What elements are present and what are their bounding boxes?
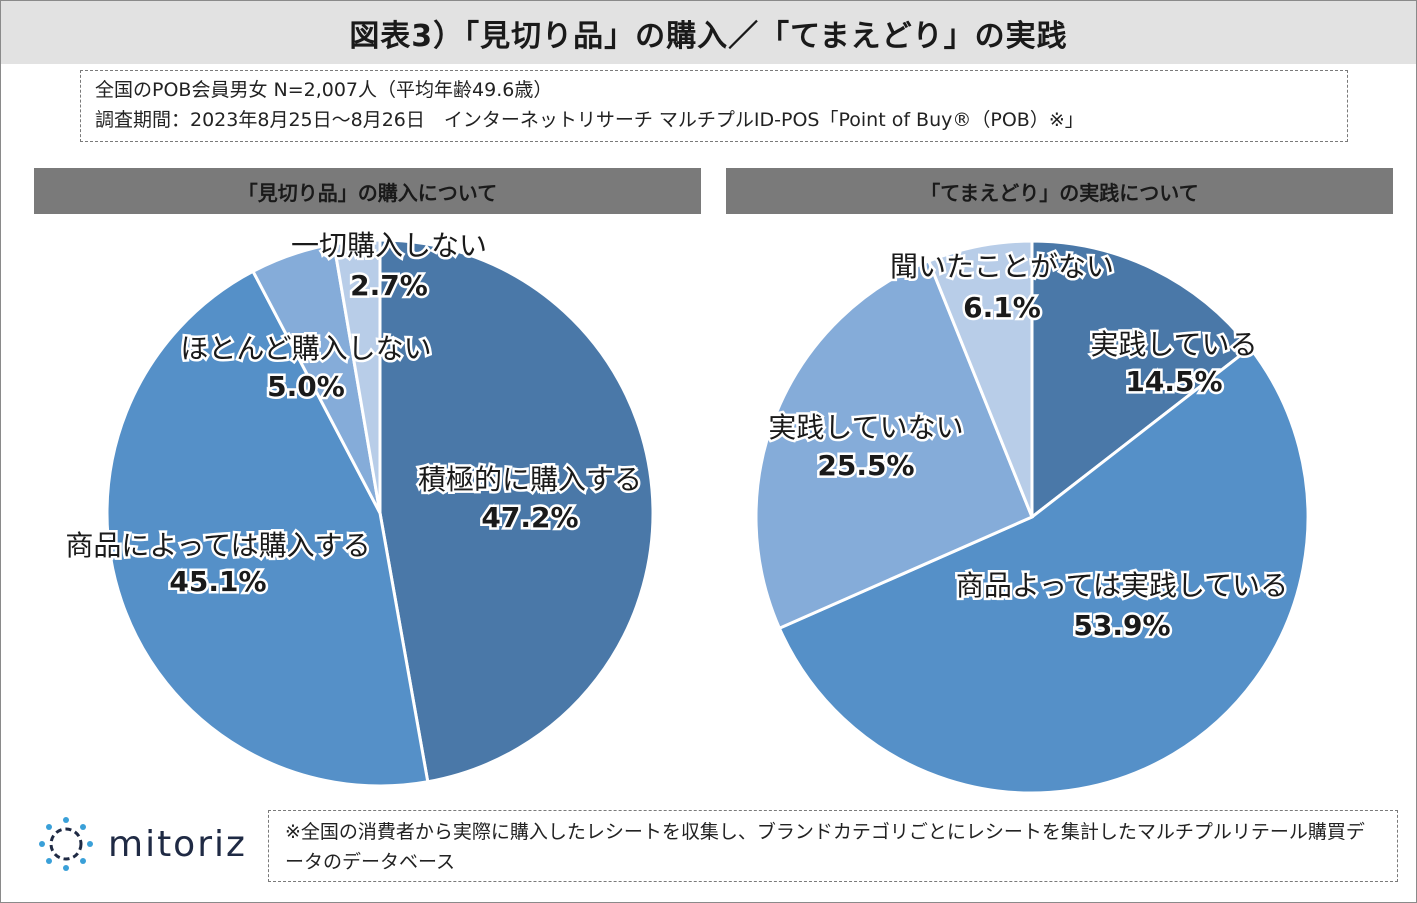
logo-wordmark: mitoriz <box>108 824 247 865</box>
footnote-box: ※全国の消費者から実際に購入したレシートを収集し、ブランドカテゴリごとにレシート… <box>268 810 1398 882</box>
pie-label-0-2: ほとんど購入しない <box>180 332 431 365</box>
pie-value-0-0: 47.2% <box>481 501 578 534</box>
pie-value-1-0: 14.5% <box>1125 365 1222 398</box>
pie-slice-1-2 <box>754 259 1034 631</box>
pie-label-0-1: 商品によっては購入する <box>65 529 370 562</box>
figure-title: 図表3）「見切り品」の購入／「てまえどり」の実践 <box>1 1 1416 64</box>
pie-label-1-3: 聞いたことがない <box>890 250 1114 283</box>
pie-value-0-1: 45.1% <box>169 565 266 598</box>
pie-value-1-1: 53.9% <box>1073 609 1170 642</box>
left-chart-header: 「見切り品」の購入について <box>34 168 701 214</box>
pie-slice-1-0 <box>1030 239 1253 521</box>
right-chart-header: 「てまえどり」の実践について <box>726 168 1393 214</box>
pie-label-1-1: 商品よっては実践している <box>956 569 1288 602</box>
pie-label-0-0: 積極的に購入する <box>418 463 642 496</box>
pie-label-1-2: 実践していない <box>768 411 963 444</box>
survey-info-line-2: 調査期間：2023年8月25日～8月26日 インターネットリサーチ マルチプルI… <box>95 109 1084 131</box>
pie-slice-0-3 <box>332 238 382 514</box>
survey-info-line-1: 全国のPOB会員男女 N=2,007人（平均年齢49.6歳） <box>95 79 553 101</box>
pie-slice-1-1 <box>777 345 1310 795</box>
pie-value-0-2: 5.0% <box>267 370 345 403</box>
pie-value-1-2: 25.5% <box>817 449 914 482</box>
pie-value-1-3: 6.1% <box>963 291 1041 324</box>
sun-burst-icon <box>39 817 93 871</box>
pie-slice-1-3 <box>926 239 1034 518</box>
pie-label-1-0: 実践している <box>1090 328 1257 361</box>
mitoriz-logo: mitoriz <box>36 814 256 874</box>
pie-slice-0-0 <box>378 238 655 784</box>
pie-label-0-3: 一切購入しない <box>291 229 487 262</box>
survey-info-box: 全国のPOB会員男女 N=2,007人（平均年齢49.6歳） 調査期間：2023… <box>80 70 1348 142</box>
pie-value-0-3: 2.7% <box>350 269 428 302</box>
pie-slice-0-1 <box>105 269 430 788</box>
